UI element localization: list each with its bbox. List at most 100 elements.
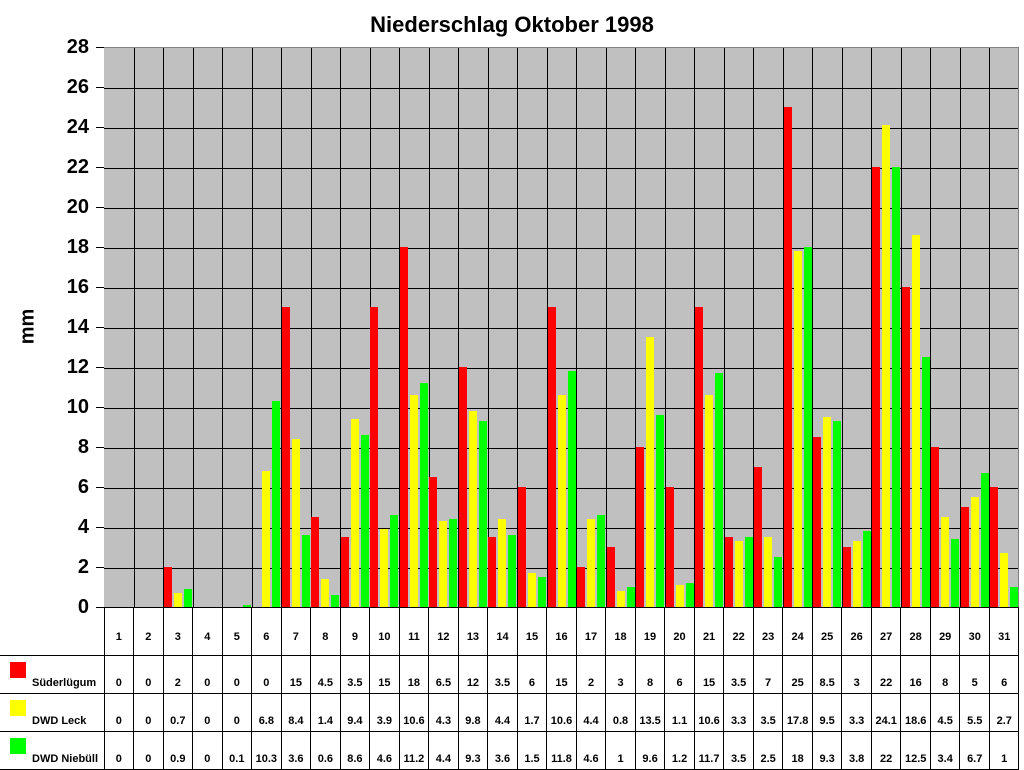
y-tick-label: 12 bbox=[66, 356, 89, 378]
table-cell: 15 bbox=[693, 655, 725, 694]
table-cell: 4.4 bbox=[428, 731, 459, 770]
gridline-v bbox=[694, 48, 696, 607]
bar-dwd-leck bbox=[970, 497, 979, 607]
bar-s-derl-gum bbox=[429, 477, 438, 607]
table-cell: 11.7 bbox=[693, 731, 725, 770]
bar-dwd-nieb-ll bbox=[951, 539, 960, 607]
legend-swatch-icon bbox=[10, 700, 26, 716]
y-tick-mark bbox=[96, 167, 104, 168]
table-cell: 6.7 bbox=[959, 731, 990, 770]
table-cell: 16 bbox=[900, 655, 931, 694]
y-tick-label: 28 bbox=[66, 36, 89, 58]
bar-dwd-leck bbox=[409, 395, 418, 607]
table-cell: 3.9 bbox=[369, 693, 400, 732]
table-cell: 22 bbox=[870, 655, 902, 694]
bar-dwd-leck bbox=[646, 337, 655, 607]
bar-dwd-leck bbox=[705, 395, 714, 607]
bar-dwd-nieb-ll bbox=[183, 589, 192, 607]
table-cell: 22 bbox=[870, 731, 902, 770]
table-cell: 3 bbox=[605, 655, 636, 694]
y-tick-mark bbox=[96, 327, 104, 328]
category-label: 25 bbox=[811, 607, 843, 656]
legend-label: DWD Niebüll bbox=[32, 753, 98, 765]
gridline-v bbox=[635, 48, 637, 607]
table-cell: 2.5 bbox=[752, 731, 784, 770]
bar-dwd-leck bbox=[911, 235, 920, 607]
category-label: 30 bbox=[959, 607, 990, 656]
category-label: 10 bbox=[369, 607, 400, 656]
table-cell: 8 bbox=[929, 655, 961, 694]
y-tick-label: 10 bbox=[66, 396, 89, 418]
category-label: 21 bbox=[693, 607, 725, 656]
gridline-v bbox=[900, 48, 902, 607]
table-cell: 9.3 bbox=[457, 731, 489, 770]
legend-swatch-icon bbox=[10, 738, 26, 754]
category-label: 18 bbox=[605, 607, 636, 656]
gridline-v bbox=[812, 48, 814, 607]
category-label: 15 bbox=[516, 607, 548, 656]
bar-dwd-nieb-ll bbox=[980, 473, 989, 607]
gridline-v bbox=[222, 48, 224, 607]
bar-dwd-leck bbox=[173, 593, 182, 607]
bar-dwd-leck bbox=[439, 521, 448, 607]
table-cell: 3.3 bbox=[723, 693, 754, 732]
table-cell: 4.6 bbox=[369, 731, 400, 770]
category-label: 29 bbox=[929, 607, 961, 656]
legend-entry: DWD Niebüll bbox=[0, 731, 105, 770]
y-tick-label: 2 bbox=[77, 556, 89, 578]
bar-dwd-leck bbox=[321, 579, 330, 607]
bar-dwd-nieb-ll bbox=[390, 515, 399, 607]
y-tick-label: 0 bbox=[77, 596, 89, 618]
table-cell: 0 bbox=[103, 655, 135, 694]
bar-dwd-nieb-ll bbox=[537, 577, 546, 607]
table-cell: 4.6 bbox=[575, 731, 607, 770]
bar-dwd-nieb-ll bbox=[567, 371, 576, 607]
table-cell: 0 bbox=[133, 731, 164, 770]
gridline-v bbox=[251, 48, 253, 607]
table-cell: 8 bbox=[634, 655, 666, 694]
table-cell: 4.5 bbox=[929, 693, 961, 732]
bar-dwd-nieb-ll bbox=[715, 373, 724, 607]
table-cell: 6 bbox=[664, 655, 695, 694]
y-tick-mark bbox=[96, 487, 104, 488]
table-cell: 5 bbox=[959, 655, 990, 694]
category-label: 27 bbox=[870, 607, 902, 656]
y-tick-mark bbox=[96, 527, 104, 528]
bar-s-derl-gum bbox=[340, 537, 349, 607]
table-row: DWD Leck 0 0 0.7 0 0 6.8 8.4 1.4 9.4 3.9 10.6 4.3 9.8… bbox=[0, 693, 1020, 732]
bar-dwd-nieb-ll bbox=[803, 247, 812, 607]
bar-dwd-leck bbox=[1000, 553, 1009, 607]
gridline-h bbox=[104, 288, 1018, 289]
bar-dwd-leck bbox=[852, 541, 861, 607]
table-cell: 10.3 bbox=[251, 731, 282, 770]
gridline-v bbox=[871, 48, 873, 607]
bar-dwd-nieb-ll bbox=[301, 535, 310, 607]
gridline-v bbox=[605, 48, 607, 607]
legend-entry: Süderlügum bbox=[0, 655, 105, 694]
bar-dwd-leck bbox=[941, 517, 950, 607]
gridline-v bbox=[399, 48, 401, 607]
legend-label: DWD Leck bbox=[32, 715, 87, 727]
table-cell: 3.5 bbox=[723, 655, 754, 694]
category-label: 26 bbox=[841, 607, 872, 656]
bar-dwd-nieb-ll bbox=[921, 357, 930, 607]
table-cell: 17.8 bbox=[782, 693, 813, 732]
table-cell: 0 bbox=[103, 731, 135, 770]
table-cell: 6 bbox=[988, 655, 1020, 694]
table-cell: 9.3 bbox=[811, 731, 843, 770]
y-tick-label: 14 bbox=[66, 316, 89, 338]
bar-dwd-nieb-ll bbox=[331, 595, 340, 607]
table-cell: 10.6 bbox=[693, 693, 725, 732]
gridline-v bbox=[192, 48, 194, 607]
gridline-v bbox=[458, 48, 460, 607]
bar-dwd-leck bbox=[675, 585, 684, 607]
bar-dwd-leck bbox=[557, 395, 566, 607]
bar-dwd-leck bbox=[616, 591, 625, 607]
gridline-h bbox=[104, 88, 1018, 89]
bar-s-derl-gum bbox=[577, 567, 586, 607]
y-tick-mark bbox=[96, 367, 104, 368]
bar-dwd-nieb-ll bbox=[685, 583, 694, 607]
table-cell: 8.4 bbox=[280, 693, 312, 732]
bar-dwd-nieb-ll bbox=[242, 605, 251, 607]
bar-dwd-leck bbox=[262, 471, 271, 607]
